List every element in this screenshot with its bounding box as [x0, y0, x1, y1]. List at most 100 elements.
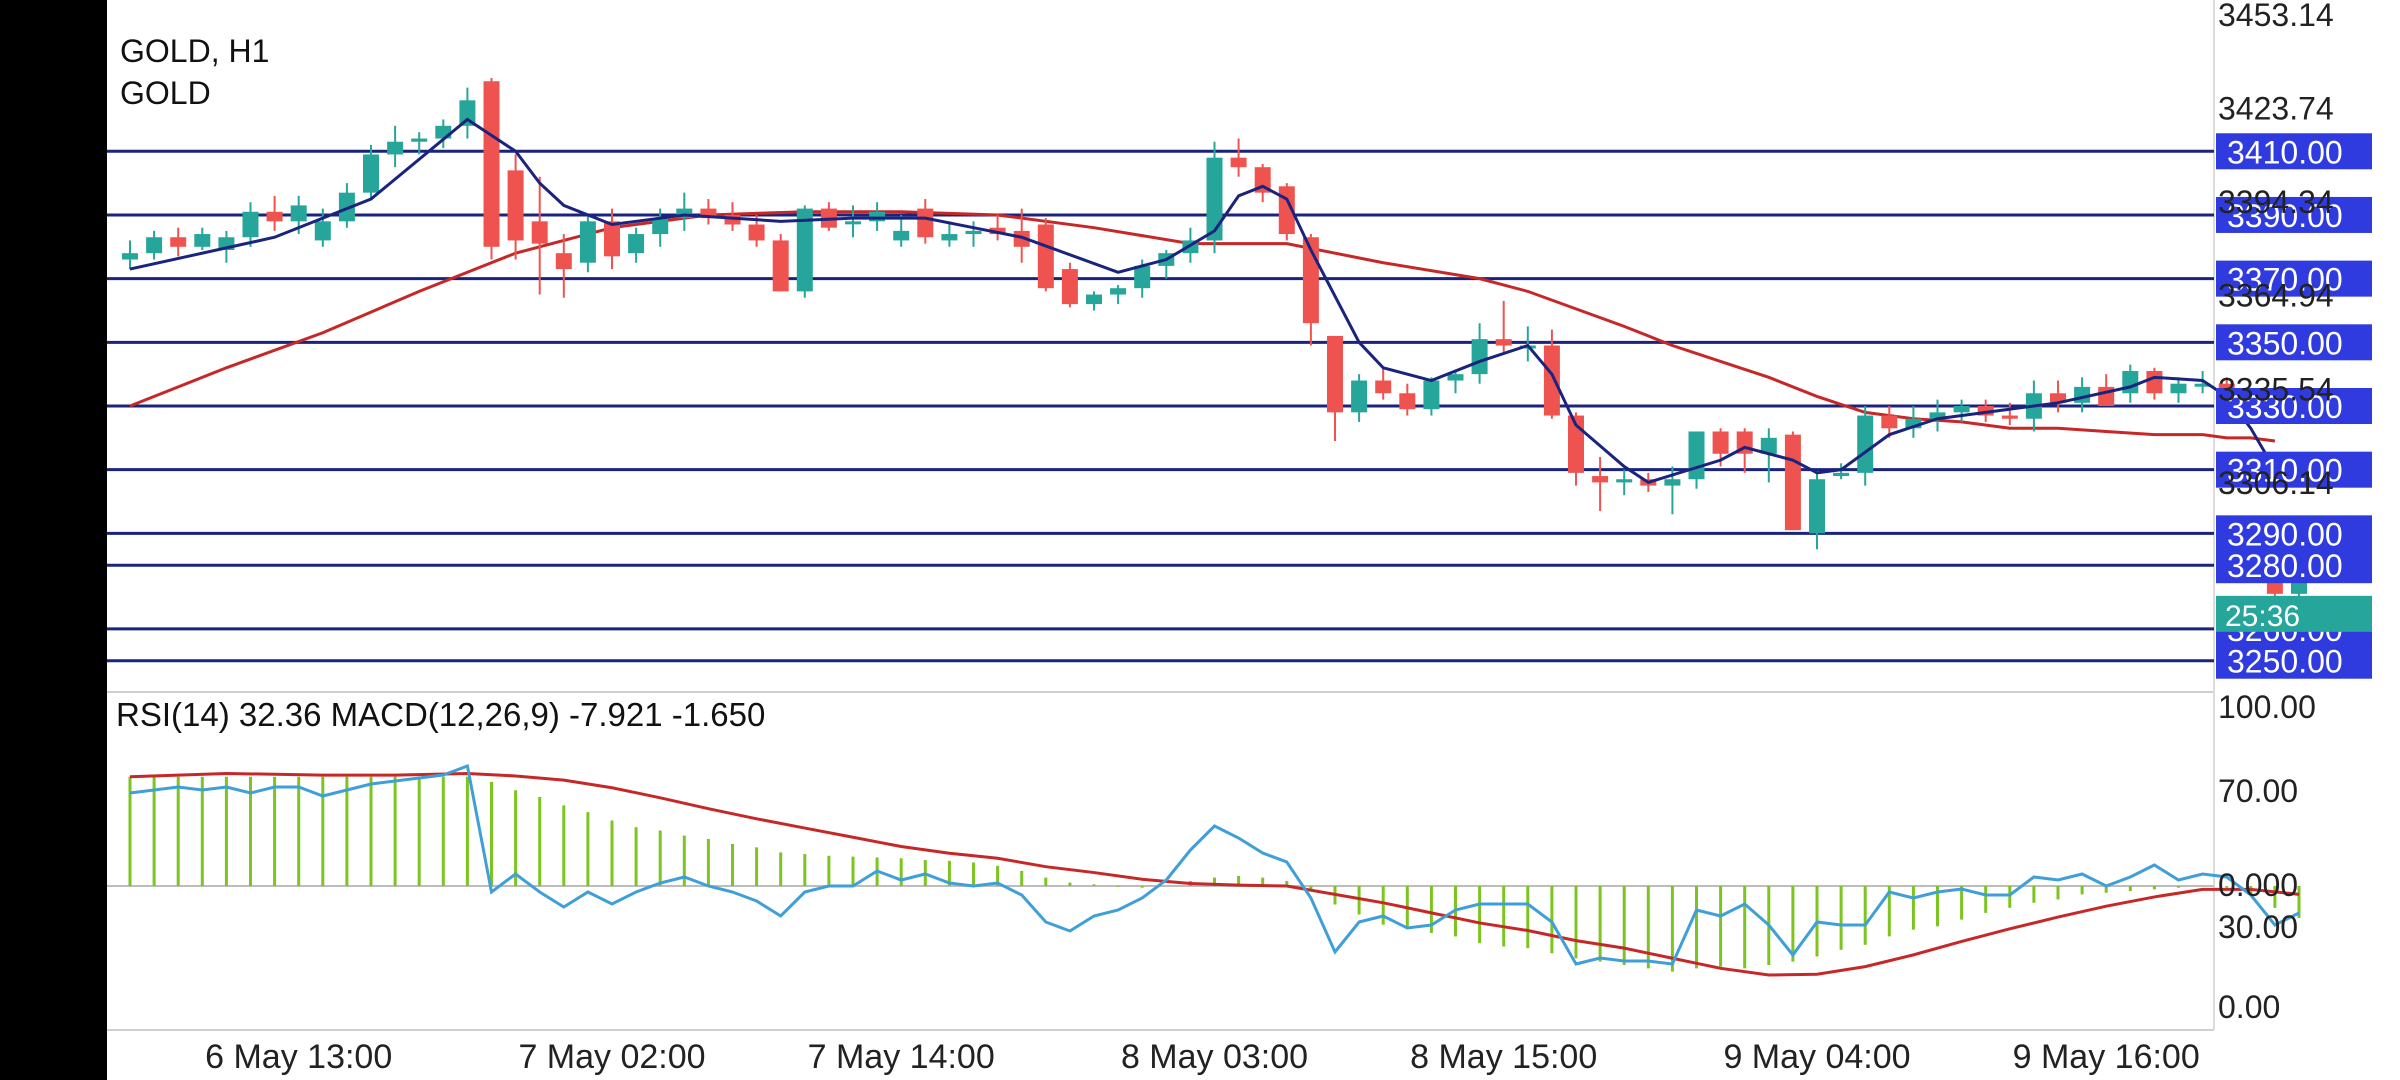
candle-body — [1399, 393, 1416, 410]
candle — [1351, 374, 1368, 422]
candle-body — [483, 81, 500, 247]
candle-body — [700, 208, 717, 219]
indicator-axis-label: 100.00 — [2218, 689, 2316, 725]
candle — [989, 214, 1006, 241]
current-price-tag-text: 25:36 — [2225, 600, 2300, 633]
candle-body — [1616, 479, 1633, 483]
candle — [1061, 262, 1078, 308]
candle — [917, 199, 934, 244]
level-tag — [2216, 515, 2372, 552]
candle — [941, 221, 958, 247]
time-axis: 6 May 13:00 7 May 02:00 7 May 14:00 8 May 0… — [205, 1038, 2200, 1076]
candle-body — [1375, 380, 1392, 394]
candle — [820, 202, 837, 231]
candle-body — [242, 211, 259, 238]
time-tick-label: 8 May 15:00 — [1410, 1038, 1597, 1076]
price-axis: 3410.00 3390.00 3370.00 3350.00 3330.00 3310.… — [2216, 0, 2372, 1025]
candle — [579, 214, 596, 273]
candle — [555, 234, 572, 298]
candle-body — [1543, 345, 1560, 416]
candle — [604, 208, 620, 270]
candle — [893, 214, 910, 247]
time-tick-label: 8 May 03:00 — [1121, 1038, 1308, 1076]
candle-body — [170, 237, 187, 247]
time-tick-label: 7 May 02:00 — [518, 1038, 705, 1076]
candle — [314, 208, 331, 247]
fast-ma-line — [129, 117, 2277, 485]
rsi-line — [129, 763, 2300, 966]
grid-layer — [107, 0, 2215, 1031]
candle — [1953, 399, 1970, 422]
current-price-tag — [2216, 595, 2372, 632]
candle-body — [2194, 383, 2211, 387]
level-tag-text: 3390.00 — [2227, 198, 2343, 234]
candle — [1206, 141, 1223, 254]
candle-body — [724, 214, 741, 225]
level-tag — [2216, 260, 2372, 297]
candle — [1086, 291, 1102, 311]
candle — [242, 202, 259, 247]
level-tag-text: 3370.00 — [2227, 262, 2343, 298]
candle — [387, 125, 404, 168]
level-tag-text: 3250.00 — [2227, 644, 2343, 680]
candle — [652, 208, 669, 247]
candle-body — [122, 253, 138, 260]
candle — [2170, 377, 2187, 403]
candle-body — [1327, 335, 1343, 413]
candle — [146, 230, 163, 260]
candle — [1327, 335, 1343, 442]
candle-body — [1110, 288, 1127, 295]
candle — [700, 199, 717, 225]
candle-body — [387, 141, 404, 155]
candle — [266, 195, 283, 231]
candle — [965, 221, 982, 247]
candle-body — [1857, 415, 1874, 473]
candle-body — [507, 170, 524, 241]
candle-body — [1230, 157, 1247, 168]
candle — [1881, 405, 1898, 438]
candlestick-series — [122, 78, 2307, 604]
time-tick-label: 6 May 13:00 — [205, 1038, 392, 1076]
candle — [1423, 377, 1440, 416]
candle — [1977, 399, 1994, 422]
candle-body — [1495, 339, 1512, 346]
candle — [724, 202, 741, 231]
candle-body — [2001, 415, 2018, 419]
level-tag-text: 3410.00 — [2227, 134, 2343, 170]
price-tick-label: 3306.14 — [2218, 465, 2334, 501]
candle-body — [869, 211, 886, 222]
candle-body — [772, 240, 789, 292]
candle-body — [1592, 476, 1609, 483]
candle-body — [2146, 370, 2163, 394]
candle — [1857, 405, 1874, 486]
candle — [531, 176, 548, 295]
candle-body — [363, 154, 379, 193]
horizontal-level-lines — [107, 149, 2214, 663]
indicator-axis-label: 0.00 — [2218, 989, 2280, 1025]
candle — [507, 154, 524, 260]
candle-body — [796, 208, 813, 292]
candle — [1616, 469, 1633, 496]
candle-body — [1086, 294, 1102, 305]
indicator-axis-label: 70.00 — [2218, 773, 2298, 809]
slow-ma-layer — [129, 210, 2276, 443]
level-tag-text: 3310.00 — [2227, 453, 2343, 489]
level-tag-text: 3290.00 — [2227, 516, 2343, 552]
time-tick-label: 9 May 04:00 — [1723, 1038, 1910, 1076]
candle-body — [1134, 265, 1151, 289]
candle-body — [2050, 393, 2066, 403]
candle-body — [266, 211, 283, 222]
candle — [1760, 428, 1777, 483]
candle — [628, 227, 645, 263]
candle-body — [1688, 431, 1705, 480]
candle-body — [917, 208, 934, 238]
candle-body — [1423, 380, 1440, 410]
fast-ma-layer — [129, 117, 2277, 485]
candle-body — [411, 138, 428, 142]
price-tick-label: 3423.74 — [2218, 91, 2334, 127]
candle-body — [1471, 339, 1488, 375]
candle-body — [579, 221, 596, 263]
candle-body — [2122, 370, 2139, 394]
candle — [1905, 405, 1922, 438]
